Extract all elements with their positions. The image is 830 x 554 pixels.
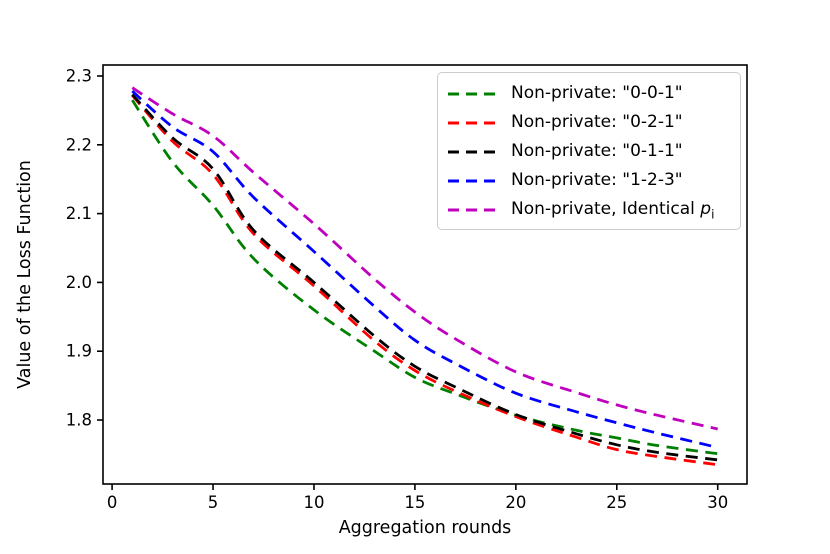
legend-label: Non-private: "0-1-1" [511,141,683,161]
x-tick-label: 0 [107,493,118,512]
curve-non-private-identical-p-i [131,86,719,431]
legend-dash-sample [448,92,498,95]
x-tick-label: 30 [707,493,728,512]
x-tick-label: 25 [606,493,627,512]
legend-label: Non-private: "0-0-1" [511,83,683,103]
y-tick-label: 2.1 [66,204,92,223]
legend-label: Non-private: "1-2-3" [511,170,683,190]
legend-item-non-private-0-0-1: Non-private: "0-0-1" [448,79,730,108]
legend-item-non-private-identical-p-i: Non-private, Identical pi [448,195,730,224]
y-tick-label: 2.0 [66,273,92,292]
y-tick-label: 2.3 [66,67,92,86]
legend-dash-sample [448,121,498,124]
plot-frame [102,64,748,485]
legend-item-non-private-0-2-1: Non-private: "0-2-1" [448,108,730,137]
legend: Non-private: "0-0-1" Non-private: "0-2-1"… [437,72,741,230]
curve-non-private-0-2-1 [131,94,718,467]
y-axis-label: Value of the Loss Function [15,160,35,389]
y-tick-label: 2.2 [66,135,92,154]
legend-label: Non-private: "0-2-1" [511,112,683,132]
curve-non-private-1-2-3 [131,90,719,449]
y-tick-label: 1.9 [66,342,92,361]
legend-item-non-private-0-1-1: Non-private: "0-1-1" [448,137,730,166]
x-tick-label: 5 [208,493,219,512]
legend-label: Non-private, Identical pi [511,199,715,222]
curve-non-private-0-0-1 [131,99,718,456]
curve-non-private-0-1-1 [131,93,718,462]
y-tick-label: 1.8 [66,411,92,430]
legend-dash-sample [448,208,498,211]
x-tick-label: 20 [505,493,526,512]
x-tick-label: 15 [404,493,425,512]
x-axis-label: Aggregation rounds [339,518,512,538]
x-tick-label: 10 [303,493,324,512]
legend-dash-sample [448,150,498,153]
legend-item-non-private-1-2-3: Non-private: "1-2-3" [448,166,730,195]
legend-dash-sample [448,179,498,182]
